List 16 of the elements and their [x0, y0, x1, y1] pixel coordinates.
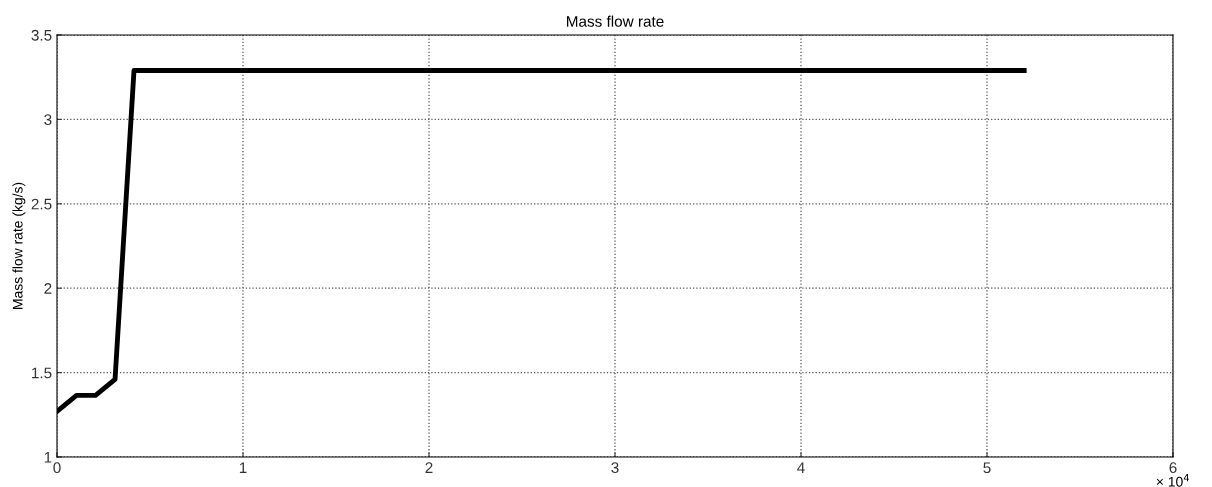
x-tick-label: 4 — [797, 462, 805, 473]
x-tick-label: 0 — [53, 462, 61, 474]
x-tick-label: 6 — [1169, 462, 1177, 474]
x-tick-label: 5 — [983, 462, 991, 474]
y-tick-label: 1.5 — [32, 367, 52, 379]
text: × 10$^{4}$ — [1156, 474, 1190, 487]
x-tick-label: 3 — [611, 462, 619, 474]
y-axis-title: Mass flow rate (kg/s) — [12, 182, 26, 309]
y-tick-label: 2.5 — [31, 198, 52, 210]
y-tick-label: 3.5 — [31, 29, 52, 41]
y-tick-label: 1 — [44, 452, 52, 463]
y-tick-label: 2 — [44, 283, 52, 294]
chart-title: Mass flow rate — [567, 15, 664, 27]
x-tick-label: 1 — [239, 462, 247, 473]
y-tick-label: 3 — [44, 114, 52, 126]
x-tick-label: 2 — [425, 462, 433, 473]
